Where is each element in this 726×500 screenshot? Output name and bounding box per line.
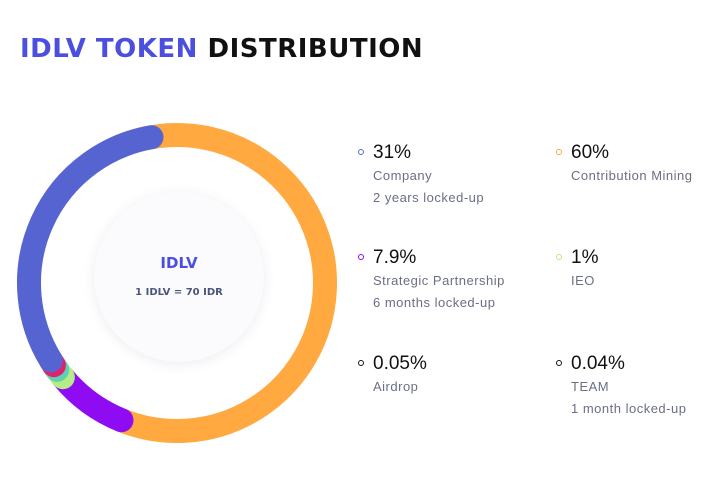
- legend-label: Strategic Partnership: [373, 273, 505, 288]
- legend-percent: 1%: [571, 247, 599, 268]
- legend-label: IEO: [571, 273, 595, 288]
- legend-percent: 31%: [373, 142, 412, 163]
- legend-percent: 0.05%: [373, 353, 427, 374]
- slice-company: [17, 125, 164, 373]
- legend-note: 6 months locked-up: [373, 295, 496, 310]
- title-accent: IDLV TOKEN: [20, 34, 198, 64]
- legend-dot-icon: [556, 254, 562, 260]
- legend-dot-icon: [358, 149, 364, 155]
- legend-label: Contribution Mining: [571, 168, 693, 183]
- legend-label: TEAM: [571, 379, 610, 394]
- legend-dot-icon: [358, 360, 364, 366]
- legend-percent: 60%: [571, 142, 610, 163]
- chart-center-disc: IDLV 1 IDLV = 70 IDR: [94, 192, 264, 362]
- token-name: IDLV: [160, 254, 198, 272]
- legend-note: 1 month locked-up: [571, 401, 687, 416]
- distribution-chart: IDLV 1 IDLV = 70 IDR: [16, 122, 338, 444]
- legend-dot-icon: [556, 360, 562, 366]
- slice-contribution-mining: [109, 123, 337, 443]
- legend-label: Company: [373, 168, 433, 183]
- title-rest: DISTRIBUTION: [207, 34, 424, 64]
- legend-label: Airdrop: [373, 379, 419, 394]
- legend-percent: 7.9%: [373, 247, 417, 268]
- page-title: IDLV TOKEN DISTRIBUTION: [20, 34, 423, 64]
- exchange-rate: 1 IDLV = 70 IDR: [135, 287, 223, 298]
- donut-chart-svg: [17, 123, 337, 443]
- legend-note: 2 years locked-up: [373, 190, 485, 205]
- legend-dot-icon: [358, 254, 364, 260]
- legend-dot-icon: [556, 149, 562, 155]
- legend-percent: 0.04%: [571, 353, 625, 374]
